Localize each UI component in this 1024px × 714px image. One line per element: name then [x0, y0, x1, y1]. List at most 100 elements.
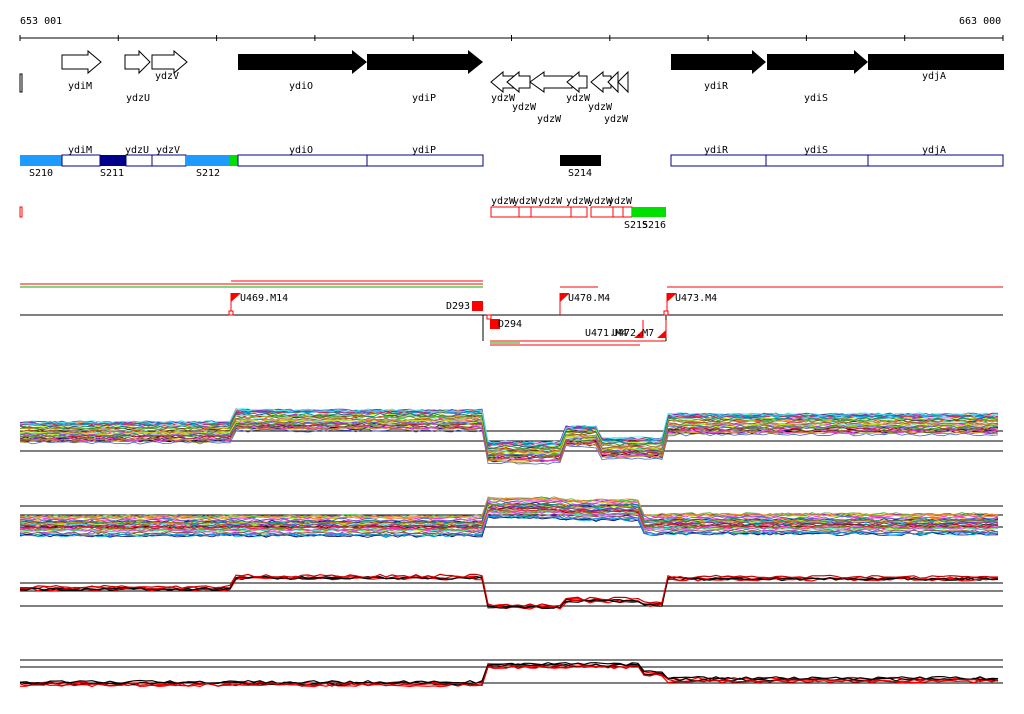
- expression-track-plus: [19, 408, 1003, 465]
- gene-label-ydjA: ydjA: [922, 71, 946, 82]
- gene-arrow-ydjA[interactable]: [868, 54, 1004, 70]
- segment-S214[interactable]: [560, 155, 601, 166]
- gene-arrow-ydiM[interactable]: [61, 49, 102, 75]
- gene-box-ydzW-6[interactable]: [612, 206, 624, 218]
- gene-box-ydzW-5[interactable]: [590, 206, 614, 218]
- gene-box-label-ydzW-1: ydzW: [491, 196, 516, 207]
- gene-arrow-track: ydiM ydzU ydzV ydiO ydiP ydzW ydzW ydzW …: [19, 49, 1004, 125]
- gene-arrow-ydzU[interactable]: [124, 49, 151, 75]
- profile-line: [19, 408, 999, 445]
- ruler-start-label: 653 001: [20, 16, 62, 27]
- profile-line: [19, 409, 999, 446]
- gene-box-label-ydzV: ydzV: [156, 145, 180, 156]
- gene-box-label-ydiP: ydiP: [412, 145, 436, 156]
- gene-arrow-ydiR[interactable]: [671, 50, 766, 74]
- gene-box-ydjA[interactable]: [867, 154, 1004, 167]
- feature-label-U473-M4: U473.M4: [675, 293, 717, 304]
- feature-label-D293: D293: [446, 301, 470, 312]
- gene-box-ydzU[interactable]: [125, 154, 153, 167]
- segment-label-S211: S211: [100, 168, 124, 179]
- profile-line: [19, 425, 999, 461]
- segment-S215[interactable]: [622, 206, 633, 218]
- profile-line: [19, 500, 999, 522]
- gene-label-ydzW-6: ydzW: [604, 114, 629, 125]
- gene-arrow-ydiP[interactable]: [367, 50, 483, 74]
- gene-box-label-ydiM: ydiM: [68, 145, 92, 156]
- segment-label-S210: S210: [29, 168, 53, 179]
- feature-U470-M4[interactable]: [559, 293, 570, 315]
- feature-U469-M14[interactable]: [228, 293, 241, 316]
- gene-box-label-ydzU: ydzU: [125, 145, 149, 156]
- gene-label-ydzW-1: ydzW: [491, 93, 516, 104]
- feature-label-U472-M7: U472.M7: [612, 328, 654, 339]
- gene-label-ydzW-5: ydzW: [588, 102, 613, 113]
- gene-box-ydiP[interactable]: [366, 154, 484, 167]
- gene-box-label-ydiS: ydiS: [804, 145, 828, 156]
- gene-label-ydzV: ydzV: [155, 71, 179, 82]
- segment-S211[interactable]: [100, 155, 126, 166]
- gene-box-ydiO[interactable]: [237, 154, 368, 167]
- profile-line: [19, 427, 999, 463]
- gene-arrow-ydzV[interactable]: [151, 49, 188, 75]
- profile-line: [19, 573, 999, 607]
- feature-U471-M4[interactable]: [634, 320, 644, 338]
- gene-label-ydzW-2: ydzW: [512, 102, 537, 113]
- gene-box-ydzW-4[interactable]: [570, 206, 588, 218]
- feature-D293[interactable]: [472, 301, 483, 311]
- gene-label-ydzU: ydzU: [126, 93, 150, 104]
- feature-label-U471-M4: U471.M4: [585, 328, 627, 339]
- gene-label-ydzW-3: ydzW: [537, 114, 562, 125]
- gene-label-ydiR: ydiR: [704, 81, 729, 92]
- gene-box-ydzW-3[interactable]: [530, 206, 572, 218]
- profile-line: [19, 412, 999, 449]
- gene-arrow-ydzW-7[interactable]: [617, 70, 629, 94]
- expression-track-minus: [19, 496, 1003, 538]
- profile-line: [19, 414, 999, 450]
- gene-box-ydzW-1[interactable]: [490, 206, 520, 218]
- feature-U473-M4[interactable]: [663, 293, 677, 316]
- gene-arrow-ydiO[interactable]: [238, 50, 367, 74]
- segment-track-plus: ydiM ydzU ydzV ydiO ydiP ydiR ydiS ydjA …: [20, 145, 1004, 179]
- gene-label-ydiO: ydiO: [289, 81, 313, 92]
- feature-track: U469.M14 D293 D294 U470.M4 U471.M4 U472.…: [20, 280, 1003, 346]
- segment-track-minus: ydzW ydzW ydzW ydzW ydzW ydzW S215 S216: [19, 196, 666, 231]
- gene-box-ydzW-2[interactable]: [518, 206, 532, 218]
- profile-line: [19, 576, 999, 610]
- gene-box-ydiR[interactable]: [670, 154, 767, 167]
- segment-S212[interactable]: [186, 155, 230, 166]
- gene-box-ydiS[interactable]: [765, 154, 869, 167]
- gene-box-label-ydzW-2: ydzW: [513, 196, 538, 207]
- gene-arrow-ydzW-4[interactable]: [566, 70, 588, 94]
- ruler-ticks: [19, 35, 1004, 41]
- gene-box-label-ydzW-5: ydzW: [588, 196, 613, 207]
- profile-line: [19, 419, 999, 455]
- segment-label-S212: S212: [196, 168, 220, 179]
- segment-S210[interactable]: [20, 155, 62, 166]
- feature-U472-M7[interactable]: [657, 320, 667, 338]
- feature-D294[interactable]: [486, 314, 500, 329]
- gene-box-fragment-left: [19, 206, 23, 218]
- gene-label-ydzW-4: ydzW: [566, 93, 591, 104]
- gene-arrow-ydiS[interactable]: [767, 50, 868, 74]
- segment-S216[interactable]: [632, 207, 666, 217]
- profile-line: [19, 503, 999, 526]
- gene-box-label-ydiR: ydiR: [704, 145, 729, 156]
- profile-line: [19, 575, 999, 609]
- segment-green-marker[interactable]: [230, 155, 238, 166]
- profile-line: [19, 424, 999, 460]
- profile-line: [19, 504, 999, 527]
- gene-label-ydiP: ydiP: [412, 93, 436, 104]
- gene-box-label-ydzW-3: ydzW: [538, 196, 563, 207]
- gene-arrow-ydzW-6[interactable]: [607, 70, 619, 94]
- segment-label-S216: S216: [642, 220, 666, 231]
- gene-arrow-ydzW-3[interactable]: [529, 71, 573, 93]
- feature-label-U470-M4: U470.M4: [568, 293, 610, 304]
- gene-arrow-ydzW-2[interactable]: [506, 70, 531, 94]
- gene-label-ydiM: ydiM: [68, 81, 92, 92]
- gene-box-ydiM[interactable]: [61, 154, 101, 167]
- profile-line: [19, 508, 999, 530]
- gene-box-label-ydzW-6: ydzW: [608, 196, 633, 207]
- gene-box-ydzV[interactable]: [151, 154, 187, 167]
- profile-line: [19, 414, 999, 451]
